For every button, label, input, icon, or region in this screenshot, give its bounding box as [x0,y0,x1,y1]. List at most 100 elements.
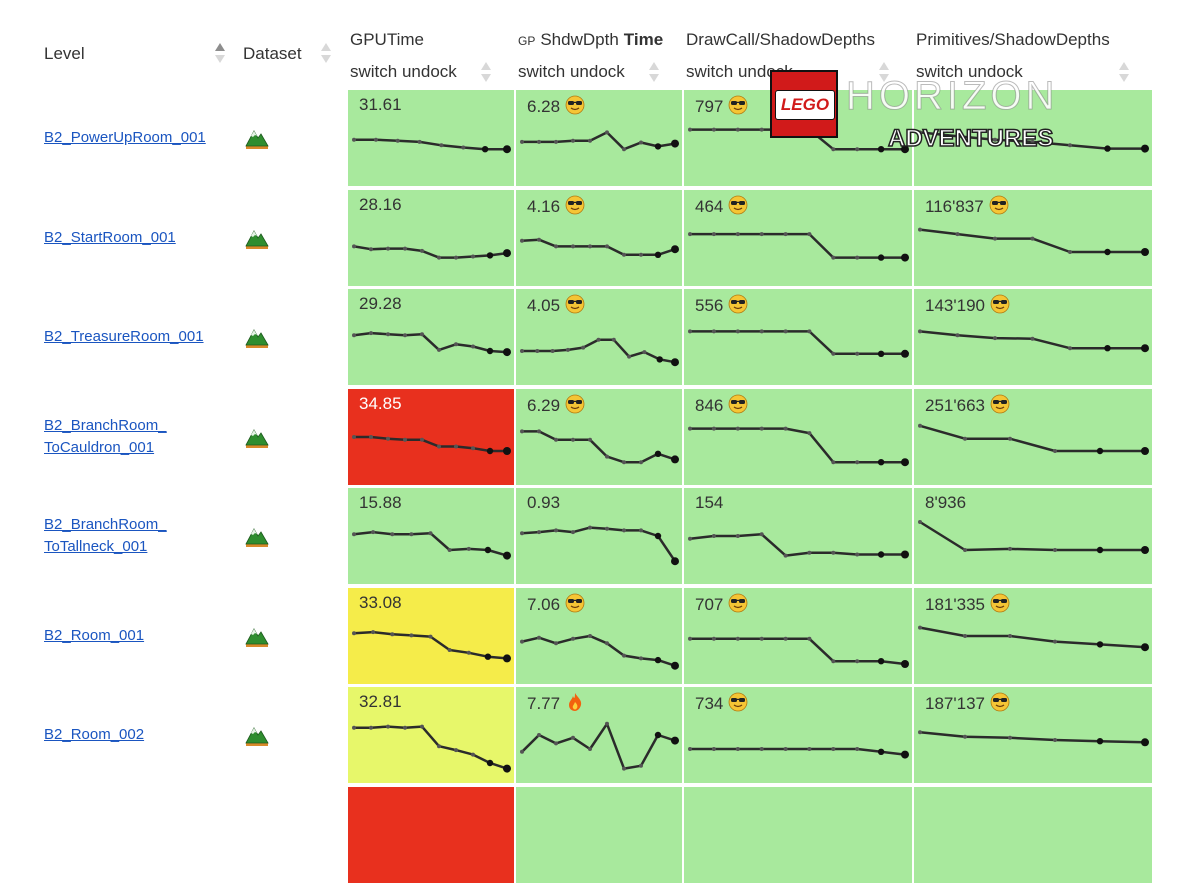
column-header-title[interactable]: GP ShdwDpth Time [518,30,663,50]
sparkline-point [735,534,740,538]
fire-icon [569,693,582,711]
sparkline-point [1068,143,1072,148]
sparkline-point [735,329,740,334]
sparkline-line [521,237,676,256]
sparkline-point [783,329,788,334]
sparkline-point [428,531,433,536]
metric-value-text: 32.81 [359,692,402,711]
column-header-subtitle[interactable]: switch undock [916,62,1023,81]
sparkline-point [877,551,885,558]
metric-cell[interactable]: 0.93 [516,488,682,584]
metric-cell[interactable]: 6.29 [516,388,682,485]
metric-cell[interactable]: 154 [684,488,912,584]
metric-value-text: 707 [695,594,724,614]
column-header-title[interactable]: DrawCall/ShadowDepths [686,30,875,50]
sparkline-point [759,532,764,537]
metric-cell[interactable]: 4.16 [516,189,682,286]
metric-cell[interactable]: 28.16 [348,189,514,286]
metric-cell[interactable]: 556 [684,289,912,385]
metric-value: 15.88 [359,493,402,513]
column-header-title[interactable]: GPUTime [350,30,424,50]
metric-cell[interactable] [914,786,1152,883]
metric-value: 187'137 [925,692,1010,714]
level-link[interactable]: B2_Room_002 [44,726,145,743]
metric-value: 34.85 [359,394,402,414]
level-link[interactable]: B2_PowerUpRoom_001 [44,129,206,146]
sparkline-point [503,446,511,455]
metric-cell[interactable] [914,90,1152,186]
metric-cell[interactable]: 7.77 [516,687,682,783]
sparkline-point [831,658,836,663]
sort-arrows-icon[interactable] [480,61,492,83]
metric-cell[interactable]: 7.06 [516,587,682,684]
sort-arrows-icon[interactable] [1118,61,1130,83]
sparkline-point [605,721,609,726]
metric-cell[interactable] [348,786,514,883]
metric-cell[interactable]: 846 [684,388,912,485]
sparkline-point [955,134,960,139]
metric-cell[interactable]: 15.88 [348,488,514,584]
level-link[interactable]: B2_TreasureRoom_001 [44,328,204,345]
lego-brand-text: LEGO [775,90,835,120]
column-header-subtitle[interactable]: switch undock [518,62,625,81]
sparkline-point [520,531,524,536]
metric-value: 734 [695,692,748,714]
sort-arrows-icon[interactable] [214,42,226,64]
metric-cell[interactable]: 8'936 [914,488,1152,584]
metric-cell[interactable]: 251'663 [914,388,1152,485]
metric-cell[interactable]: 31.61 [348,90,514,186]
sparkline-point [1141,144,1149,153]
sparkline-point [486,759,494,767]
metric-cell[interactable]: 116'837 [914,189,1152,286]
sparkline-chart [918,730,1149,747]
metric-cell[interactable]: 4.05 [516,289,682,385]
sparkline-point [486,251,494,259]
level-link[interactable]: B2_BranchRoom_ ToCauldron_001 [44,416,167,456]
metric-cell[interactable]: 181'335 [914,587,1152,684]
sort-arrows-icon[interactable] [648,61,660,83]
metric-cell[interactable]: 6.28 [516,90,682,186]
metric-cell[interactable] [684,786,912,883]
dataset-column-header[interactable]: Dataset [243,44,302,63]
sparkline-point [537,635,541,640]
metric-cell[interactable] [516,786,682,883]
horizon-title: HORIZON [845,74,1059,119]
metric-cell[interactable]: 187'137 [914,687,1152,783]
level-link[interactable]: B2_Room_001 [44,626,145,644]
metric-cell[interactable]: 33.08 [348,587,514,684]
sparkline-point [409,632,414,637]
sparkline-point [1008,633,1012,638]
sparkline-point [711,636,716,641]
sort-arrows-icon[interactable] [878,61,890,83]
metric-cell[interactable]: 34.85 [348,388,514,485]
metric-cell[interactable]: 29.28 [348,289,514,385]
sparkline-point [605,243,609,248]
sparkline-line [919,227,1145,253]
metric-value: 4.05 [527,294,585,316]
level-link[interactable]: B2_StartRoom_001 [44,228,176,246]
column-header-subtitle[interactable]: switch undock [350,62,457,81]
level-link[interactable]: B2_BranchRoom_ ToTallneck_001 [44,516,167,555]
column-header-subtitle[interactable]: switch undock [686,62,793,81]
sparkline-point [918,329,922,334]
sparkline-point [622,653,626,658]
column-header-title[interactable]: Primitives/ShadowDepths [916,30,1110,50]
sparkline-chart [688,231,909,262]
metric-cell[interactable]: 32.81 [348,687,514,783]
metric-cell[interactable]: 734 [684,687,912,783]
sparkline-point [711,426,716,431]
sparkline-point [831,550,836,555]
metric-cell[interactable]: 143'190 [914,289,1152,385]
metric-value-text: 846 [695,395,724,415]
sparkline-point [437,347,441,352]
metric-cell[interactable]: 464 [684,189,912,286]
sort-arrows-icon[interactable] [320,42,332,64]
metric-value-text: 15.88 [359,493,402,512]
sparkline-chart [352,137,511,154]
sparkline-point [554,741,558,746]
level-column-header[interactable]: Level [44,44,85,63]
metric-cell[interactable]: 707 [684,587,912,684]
sparkline-point [596,337,601,342]
sparkline-point [454,255,458,260]
sparkline-point [963,734,967,739]
